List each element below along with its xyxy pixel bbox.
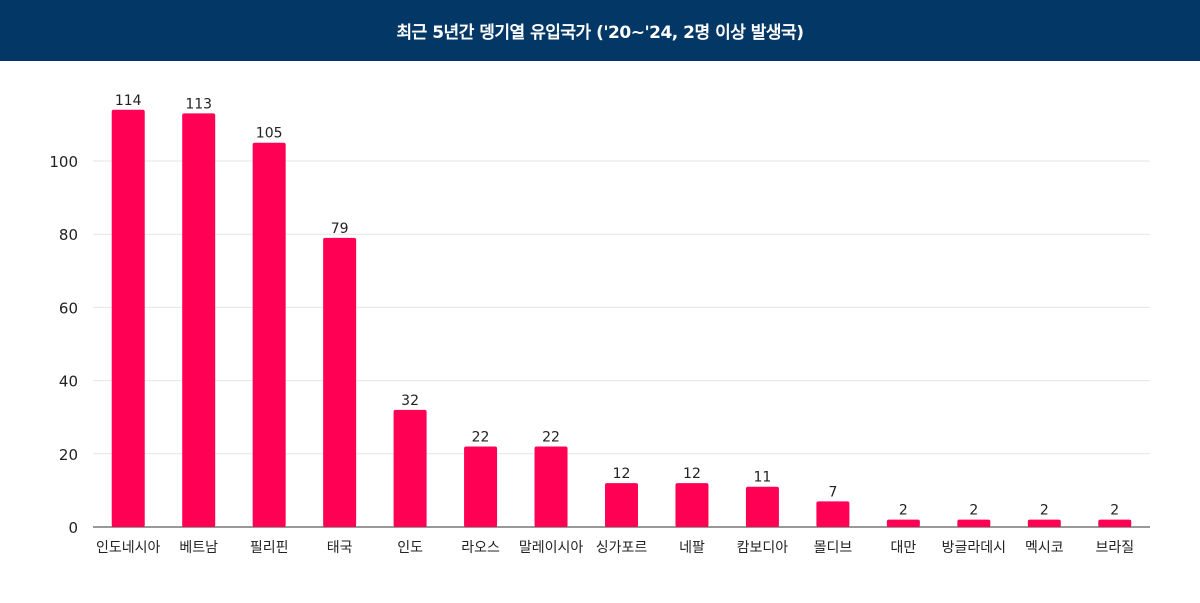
x-tick-label: 몰디브 [814,540,853,556]
bar [464,446,498,527]
data-label: 32 [401,393,419,409]
data-label: 113 [185,96,212,112]
data-label: 12 [613,466,631,482]
bar [393,409,427,527]
x-tick-label: 방글라데시 [942,540,1006,556]
data-label: 7 [828,484,837,500]
bar [816,501,850,527]
bar [323,237,357,528]
bar [1027,519,1061,527]
x-tick-label: 싱가포르 [596,540,648,556]
bar [957,519,991,527]
x-tick-label: 인도 [397,540,423,556]
y-tick-label: 100 [49,153,78,171]
x-tick-label: 말레이시아 [519,540,584,556]
bar [252,142,286,527]
x-tick-label: 라오스 [461,540,500,556]
bar [1098,519,1132,527]
bar [675,483,709,527]
data-label: 12 [683,466,701,482]
data-label: 2 [1040,503,1049,519]
x-tick-label: 멕시코 [1025,540,1064,556]
x-tick-label: 필리핀 [250,540,289,556]
data-label: 11 [754,470,772,486]
y-tick-label: 0 [68,519,78,537]
data-label: 114 [115,93,142,109]
y-tick-label: 20 [59,446,78,464]
data-label: 22 [472,429,490,445]
y-tick-label: 60 [59,299,78,317]
data-label: 105 [256,126,283,142]
data-label: 79 [331,221,349,237]
y-tick-label: 40 [59,373,78,391]
x-tick-label: 캄보디아 [737,540,789,556]
x-tick-label: 인도네시아 [96,540,161,556]
bar [886,519,920,527]
bar [745,486,779,527]
x-tick-label: 태국 [327,540,353,556]
data-label: 22 [542,429,560,445]
y-tick-label: 80 [59,226,78,244]
bar [534,446,568,527]
x-tick-label: 대만 [890,540,916,556]
bar [111,109,145,527]
bar [605,483,638,527]
bar [182,113,216,528]
x-tick-label: 베트남 [179,540,218,556]
chart-title: 최근 5년간 뎅기열 유입국가 ('20~'24, 2명 이상 발생국) [0,0,1200,61]
data-label: 2 [1110,503,1119,519]
x-tick-label: 브라질 [1095,540,1134,556]
data-label: 2 [969,503,978,519]
x-tick-label: 네팔 [679,540,705,556]
data-label: 2 [899,503,908,519]
